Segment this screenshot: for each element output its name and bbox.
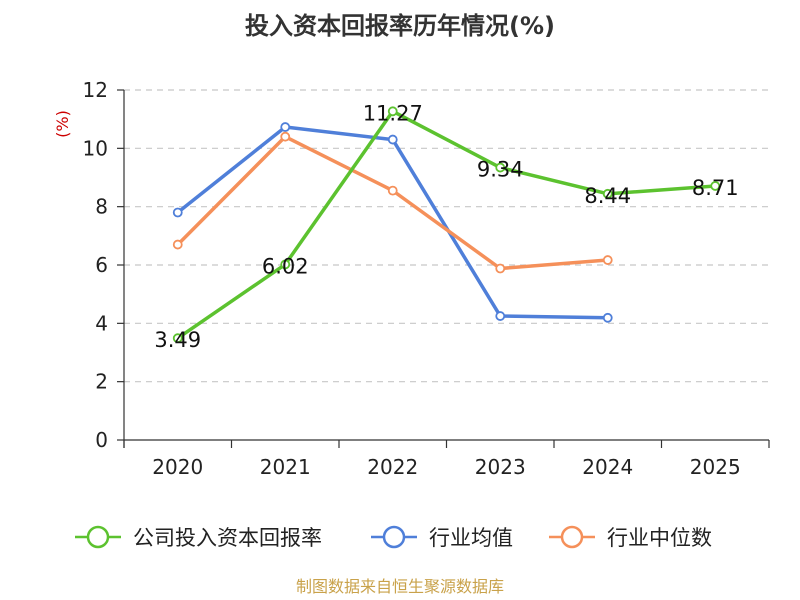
data-label: 3.49 <box>154 328 201 352</box>
data-label: 8.71 <box>692 176 739 200</box>
y-tick-label: 4 <box>95 311 108 335</box>
y-axis-label: (%) <box>53 110 72 138</box>
data-point <box>602 312 613 323</box>
x-tick-labels: 2020 2021 2022 2023 2024 2025 <box>152 455 740 479</box>
series-lines <box>176 109 716 340</box>
data-label: 9.34 <box>477 158 524 182</box>
y-tick-label: 8 <box>95 195 108 219</box>
y-tick-label: 0 <box>95 428 108 452</box>
y-tick-label: 12 <box>83 78 108 102</box>
x-tick-label: 2021 <box>260 455 311 479</box>
legend-label: 公司投入资本回报率 <box>133 526 322 550</box>
x-tick-label: 2025 <box>690 455 741 479</box>
data-point <box>387 106 398 117</box>
legend-item-2: 行业中位数 <box>549 525 712 550</box>
x-tick-label: 2023 <box>475 455 526 479</box>
series-line-1 <box>176 125 608 320</box>
data-point <box>280 131 291 142</box>
data-label: 8.44 <box>584 184 631 208</box>
legend-marker <box>382 525 406 549</box>
y-tick-label: 10 <box>83 136 108 160</box>
data-label: 11.27 <box>363 101 423 125</box>
data-labels: 3.49 6.02 11.27 9.34 8.44 8.71 <box>154 101 738 352</box>
series-line-2 <box>176 134 608 271</box>
series-line-0 <box>176 109 716 340</box>
legend-item-0: 公司投入资本回报率 <box>75 525 322 550</box>
data-point <box>495 162 506 173</box>
data-point <box>710 181 721 191</box>
legend-item-1: 行业均值 <box>371 525 513 550</box>
data-point <box>280 259 291 270</box>
data-point <box>495 263 506 274</box>
legend-marker <box>560 525 584 549</box>
axes <box>117 89 770 448</box>
chart-title: 投入资本回报率历年情况(%) <box>245 12 555 40</box>
legend-label: 行业均值 <box>429 526 513 550</box>
y-tick-labels: 0 2 4 6 8 10 12 <box>83 78 108 452</box>
y-tick-label: 2 <box>95 370 108 394</box>
legend-label: 行业中位数 <box>607 526 712 550</box>
data-point <box>602 188 613 199</box>
data-label: 6.02 <box>262 254 309 278</box>
x-tick-label: 2024 <box>582 455 633 479</box>
source-note: 制图数据来自恒生聚源数据库 <box>296 577 504 596</box>
data-point <box>602 255 613 265</box>
grid-lines <box>124 89 769 383</box>
x-tick-label: 2022 <box>367 455 418 479</box>
data-point <box>172 333 183 344</box>
y-tick-label: 6 <box>95 253 108 277</box>
legend: 公司投入资本回报率 行业均值 行业中位数 <box>75 525 712 550</box>
data-point <box>387 134 398 145</box>
data-point <box>172 207 183 218</box>
data-point <box>387 185 398 196</box>
legend-marker <box>86 525 110 549</box>
data-point <box>495 311 506 321</box>
data-point <box>280 122 291 132</box>
data-point <box>172 239 183 250</box>
x-tick-label: 2020 <box>152 455 203 479</box>
series-points <box>172 106 721 344</box>
